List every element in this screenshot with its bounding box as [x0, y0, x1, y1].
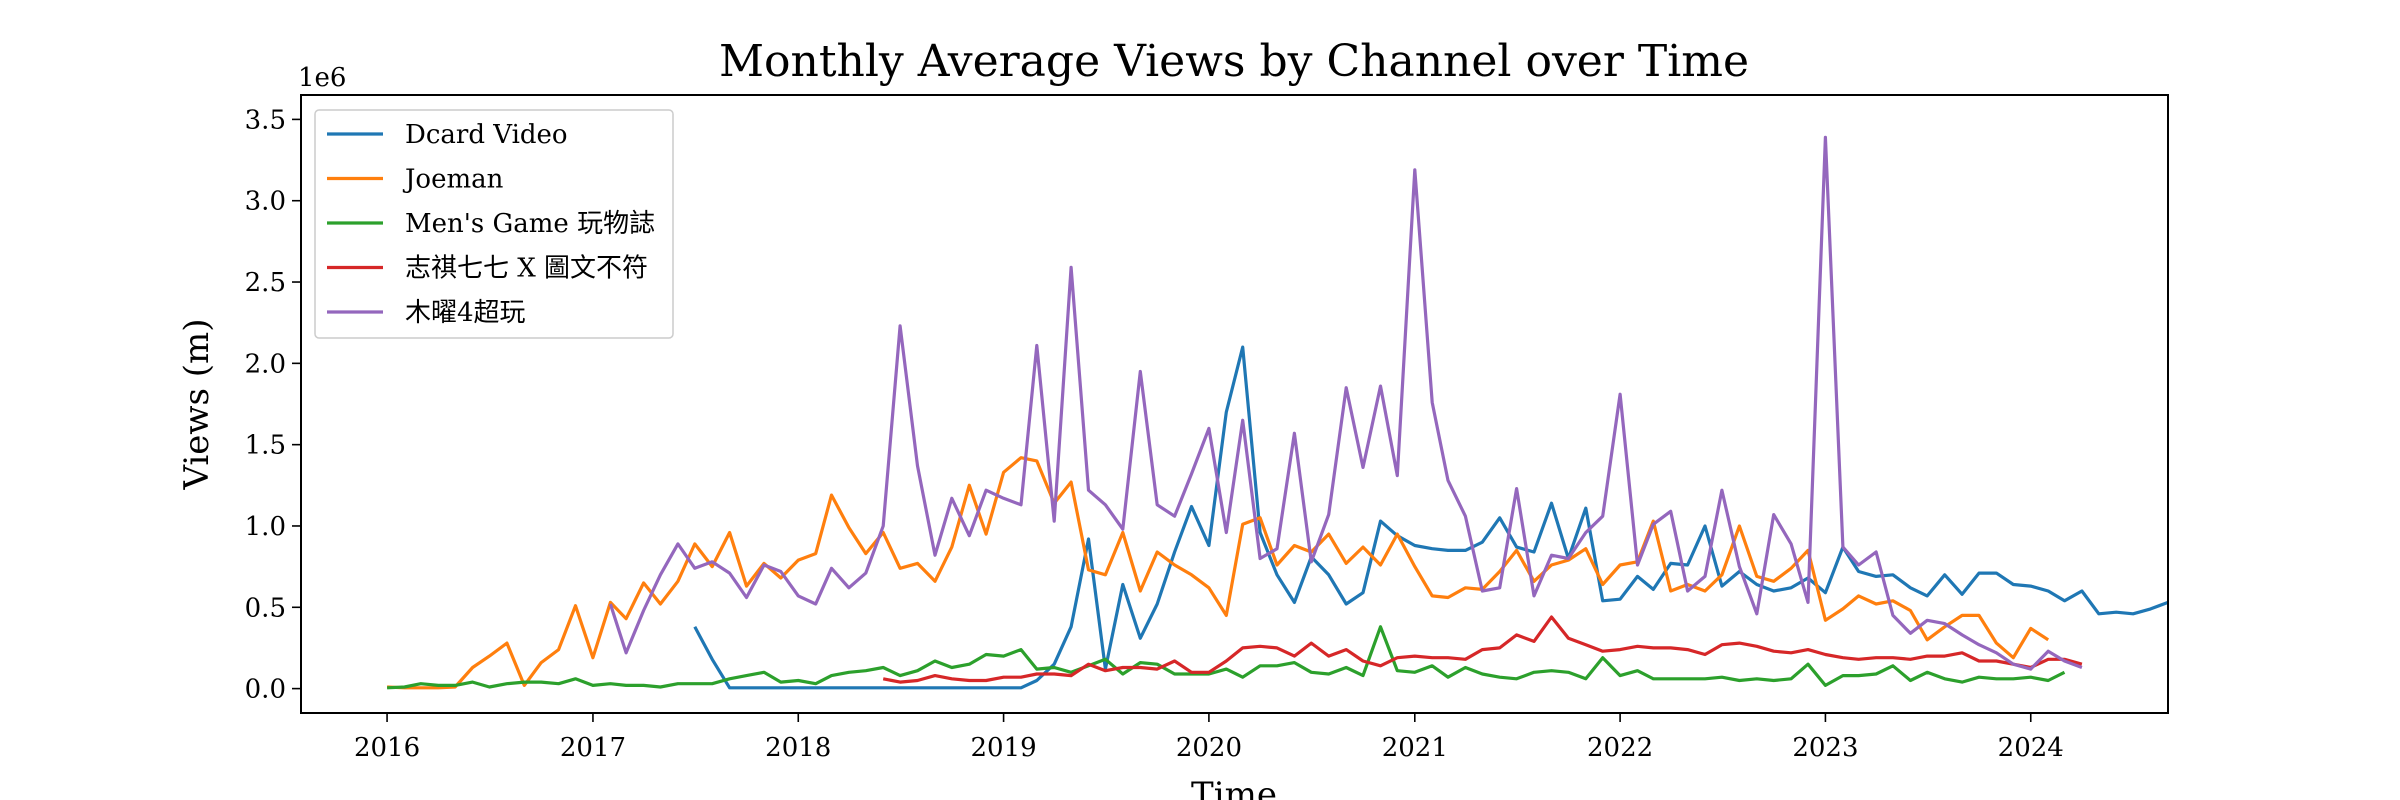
legend-label: 志祺七七 X 圖文不符: [405, 254, 648, 284]
plot-area-frame: [300, 94, 2169, 714]
y-axis: 0.0 0.5 1.0 1.5 2.0 2.5 3.0 3.5: [245, 105, 301, 705]
chart-title: Monthly Average Views by Channel over Ti…: [719, 36, 1749, 87]
series-line-4: [608, 135, 2083, 671]
y-tick-label: 3.5: [245, 105, 286, 135]
y-tick-label: 0.5: [245, 593, 286, 623]
series-line-0: [693, 345, 2169, 690]
x-tick-label: 2017: [560, 733, 626, 763]
x-tick-label: 2024: [1998, 733, 2064, 763]
x-axis: 2016 2017 2018 2019 2020 2021 2022 2023 2024: [354, 713, 2064, 763]
legend-label: Dcard Video: [405, 120, 568, 150]
y-tick-label: 2.0: [245, 349, 286, 379]
x-tick-label: 2023: [1792, 733, 1858, 763]
y-axis-label: Views (m): [177, 318, 217, 490]
legend-label: 木曜4超玩: [405, 298, 526, 328]
x-tick-label: 2019: [971, 733, 1037, 763]
x-axis-label: Time: [1191, 775, 1277, 800]
x-tick-label: 2020: [1176, 733, 1242, 763]
y-tick-label: 3.0: [245, 187, 286, 217]
series-line-1: [387, 456, 2050, 690]
series-layer: [387, 135, 2169, 690]
series-line-3: [882, 615, 2083, 684]
y-tick-label: 2.5: [245, 268, 286, 298]
y-tick-label: 1.0: [245, 512, 286, 542]
legend-box: [314, 109, 674, 339]
y-tick-label: 1.5: [245, 431, 286, 461]
legend-label: Joeman: [402, 165, 504, 195]
y-offset-label: 1e6: [298, 63, 346, 93]
series-line-2: [387, 625, 2066, 690]
x-tick-label: 2016: [354, 733, 420, 763]
x-tick-label: 2022: [1587, 733, 1653, 763]
x-tick-label: 2021: [1382, 733, 1448, 763]
legend-label: Men's Game 玩物誌: [405, 209, 655, 239]
x-tick-label: 2018: [765, 733, 831, 763]
y-tick-label: 0.0: [245, 675, 286, 705]
